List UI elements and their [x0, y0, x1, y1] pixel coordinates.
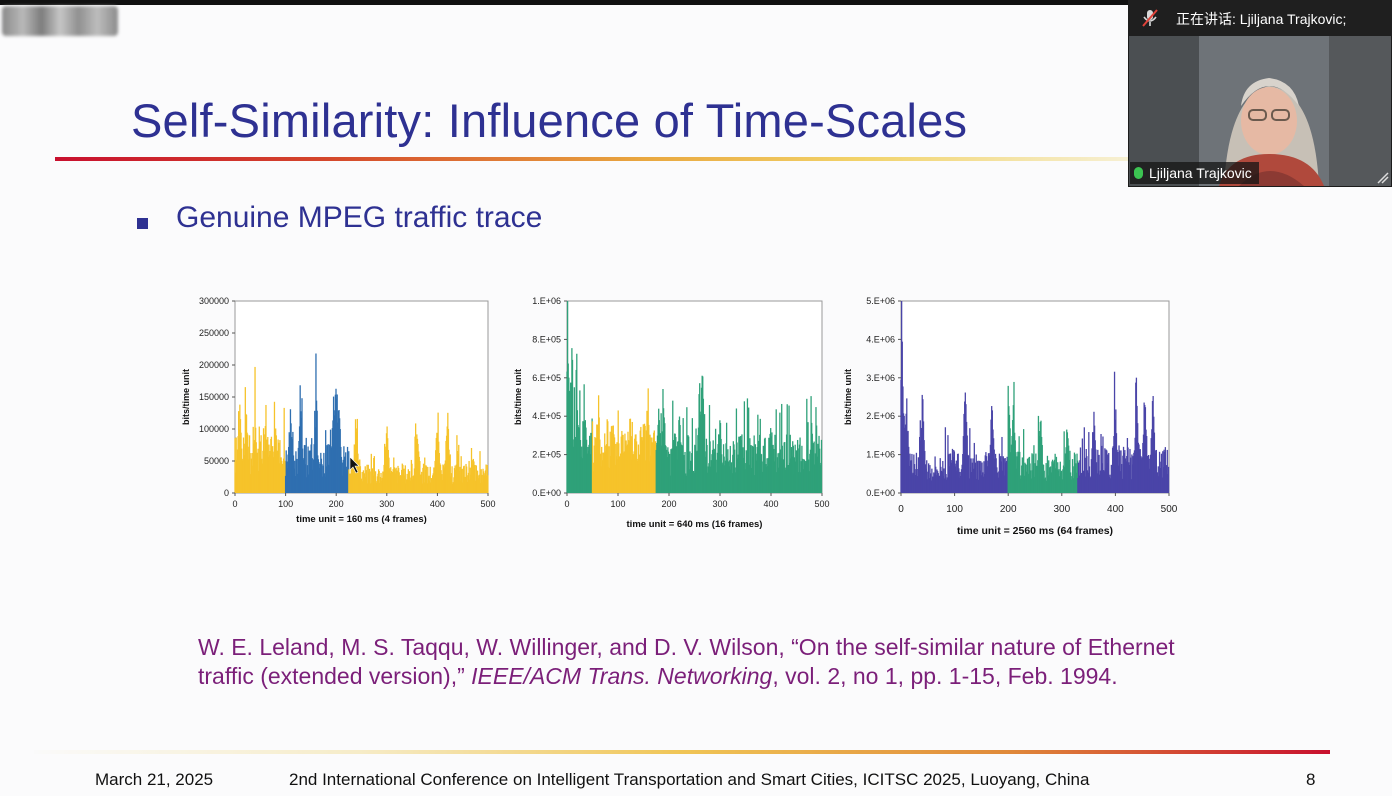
footer-date: March 21, 2025	[95, 770, 214, 789]
x-axis-label: time unit = 2560 ms (64 frames)	[957, 525, 1113, 537]
bar-segment-3	[348, 412, 489, 493]
slide-title: Self-Similarity: Influence of Time-Scale…	[131, 94, 968, 147]
y-tick-label: 6.E+05	[532, 373, 561, 383]
title-divider	[55, 157, 1130, 161]
chart-1: 0 100 200 300 400 500 0 50000 100000 150000 200000…	[181, 296, 496, 525]
x-tick-label: 0	[232, 499, 237, 509]
y-tick-label: 50000	[204, 456, 229, 466]
participant-video[interactable]	[1129, 36, 1391, 186]
x-tick-label: 400	[1107, 504, 1124, 515]
x-tick-label: 0	[898, 504, 904, 515]
bar-segment-3	[655, 375, 823, 493]
x-tick-label: 500	[480, 499, 495, 509]
bar-segment-3	[1077, 371, 1170, 493]
y-tick-label: 1.E+06	[866, 450, 895, 460]
bar-segment-1	[234, 366, 287, 493]
bar-segment-2	[591, 388, 657, 493]
x-tick-label: 300	[712, 499, 727, 509]
y-tick-label: 200000	[199, 360, 229, 370]
x-tick-label: 400	[430, 499, 445, 509]
x-tick-label: 200	[661, 499, 676, 509]
citation-authors: W. E. Leland, M. S. Taqqu, W. Willinger,…	[198, 634, 1175, 689]
x-axis-label: time unit = 160 ms (4 frames)	[296, 514, 427, 525]
citation-journal: IEEE/ACM Trans. Networking	[471, 663, 773, 689]
x-tick-label: 300	[379, 499, 394, 509]
participant-name: Ljiljana Trajkovic	[1149, 165, 1252, 181]
x-tick-label: 200	[329, 499, 344, 509]
y-axis-label: bits/time unit	[181, 369, 191, 425]
video-panel[interactable]: 正在讲话: Ljiljana Trajkovic; Ljiljana Trajk…	[1128, 0, 1392, 187]
x-tick-label: 300	[1053, 504, 1070, 515]
chart-2: 0 100 200 300 400 500 0.E+00 2.E+05 4.E+05 6.E+05…	[513, 296, 830, 530]
x-tick-label: 500	[1161, 504, 1178, 515]
y-tick-label: 5.E+06	[866, 296, 895, 306]
video-panel-header: 正在讲话: Ljiljana Trajkovic;	[1128, 0, 1392, 36]
bar-segment-2	[284, 353, 350, 493]
citation-rest: , vol. 2, no 1, pp. 1-15, Feb. 1994.	[772, 663, 1118, 689]
x-tick-label: 100	[946, 504, 963, 515]
mouse-cursor-icon	[349, 456, 360, 474]
bullet-square-icon	[137, 218, 148, 229]
blurred-window-controls	[2, 6, 118, 36]
y-tick-label: 0.E+00	[532, 488, 561, 498]
x-tick-label: 500	[814, 499, 829, 509]
x-tick-label: 200	[1000, 504, 1017, 515]
y-tick-label: 100000	[199, 424, 229, 434]
speaking-indicator: 正在讲话: Ljiljana Trajkovic;	[1176, 11, 1347, 27]
footer-conference: 2nd International Conference on Intellig…	[289, 770, 1090, 789]
footer-divider	[34, 750, 1330, 754]
bar-segment-1	[900, 301, 1009, 493]
y-tick-label: 0.E+00	[866, 488, 895, 498]
y-tick-label: 8.E+05	[532, 334, 561, 344]
x-axis-label: time unit = 640 ms (16 frames)	[627, 519, 763, 530]
y-tick-label: 0	[224, 488, 229, 498]
y-axis-label: bits/time unit	[843, 369, 853, 425]
bullet-text: Genuine MPEG traffic trace	[176, 201, 543, 234]
x-tick-label: 100	[610, 499, 625, 509]
expand-icon[interactable]	[1376, 171, 1390, 185]
y-tick-label: 2.E+06	[866, 411, 895, 421]
y-tick-label: 2.E+05	[532, 450, 561, 460]
y-tick-label: 3.E+06	[866, 373, 895, 383]
chart-3: 0 100 200 300 400 500 0.E+00 1.E+06 2.E+06 3.E+06…	[843, 296, 1178, 537]
bar-segment-1	[566, 301, 593, 493]
y-tick-label: 4.E+06	[866, 334, 895, 344]
x-tick-label: 0	[564, 499, 569, 509]
bar-segment-2	[1007, 381, 1079, 493]
mic-active-icon	[1134, 167, 1143, 179]
participant-name-tag: Ljiljana Trajkovic	[1130, 162, 1259, 184]
y-tick-label: 1.E+06	[532, 296, 561, 306]
footer-page-number: 8	[1306, 770, 1316, 789]
participant-avatar	[1129, 36, 1391, 186]
x-tick-label: 100	[278, 499, 293, 509]
mic-muted-icon[interactable]	[1140, 8, 1160, 28]
y-tick-label: 150000	[199, 392, 229, 402]
top-bar	[0, 0, 1392, 5]
citation: W. E. Leland, M. S. Taqqu, W. Willinger,…	[198, 633, 1228, 691]
x-tick-label: 400	[763, 499, 778, 509]
y-tick-label: 250000	[199, 328, 229, 338]
y-tick-label: 4.E+05	[532, 411, 561, 421]
y-axis-label: bits/time unit	[513, 369, 523, 425]
y-tick-label: 300000	[199, 296, 229, 306]
